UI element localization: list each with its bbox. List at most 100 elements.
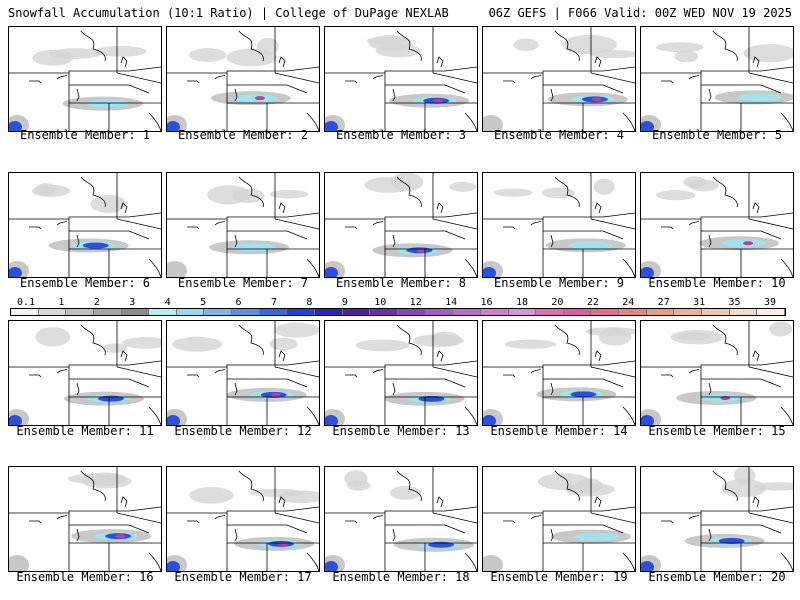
ensemble-member-label: Ensemble Member: 5 bbox=[651, 128, 783, 142]
ensemble-member-label: Ensemble Member: 13 bbox=[332, 424, 470, 438]
model-run-info: 06Z GEFS | F066 Valid: 00Z WED NOV 19 20… bbox=[488, 6, 792, 20]
snowfall-map bbox=[641, 467, 793, 571]
ensemble-map-panel bbox=[8, 172, 162, 278]
colorbar-tick-label: 18 bbox=[515, 297, 529, 308]
colorbar-swatch bbox=[453, 309, 481, 315]
colorbar-tick-label: 8 bbox=[306, 297, 313, 308]
ensemble-member-label: Ensemble Member: 17 bbox=[174, 570, 312, 584]
ensemble-member-label: Ensemble Member: 20 bbox=[648, 570, 786, 584]
colorbar-swatch bbox=[259, 309, 288, 315]
snowfall-map bbox=[167, 173, 319, 277]
snowfall-map bbox=[9, 467, 161, 571]
colorbar-labels: 0.1 1 2 3 4 5 6 7 8 9 10 12 14 16 18 20 22 24 27 31 35 39 bbox=[10, 297, 786, 308]
colorbar-swatch bbox=[93, 309, 122, 315]
colorbar-swatch bbox=[11, 309, 39, 315]
colorbar-tick-label: 5 bbox=[200, 297, 207, 308]
ensemble-map-panel bbox=[482, 172, 636, 278]
ensemble-member-label: Ensemble Member: 8 bbox=[335, 276, 467, 290]
snowfall-map bbox=[641, 321, 793, 425]
colorbar-tick-label: 2 bbox=[93, 297, 100, 308]
ensemble-member-label: Ensemble Member: 2 bbox=[177, 128, 309, 142]
ensemble-map-panel bbox=[640, 320, 794, 426]
colorbar-tick-label: 24 bbox=[622, 297, 635, 308]
ensemble-member-label: Ensemble Member: 11 bbox=[16, 424, 154, 438]
colorbar-tick-label: 39 bbox=[763, 297, 777, 308]
colorbar-tick-label: 7 bbox=[270, 297, 278, 308]
snowfall-map bbox=[483, 321, 635, 425]
ensemble-member-label: Ensemble Member: 6 bbox=[19, 276, 151, 290]
colorbar-tick-label: 4 bbox=[164, 297, 171, 308]
snowfall-map bbox=[641, 173, 793, 277]
ensemble-map-panel bbox=[166, 466, 320, 572]
colorbar-swatch bbox=[619, 309, 647, 315]
ensemble-map-panel bbox=[8, 466, 162, 572]
snowfall-map bbox=[483, 173, 635, 277]
colorbar-swatch bbox=[121, 309, 150, 315]
colorbar-swatch bbox=[315, 309, 343, 315]
ensemble-map-panel bbox=[324, 320, 478, 426]
colorbar-swatch bbox=[536, 309, 564, 315]
colorbar-swatch bbox=[370, 309, 398, 315]
colorbar-swatch bbox=[480, 309, 509, 315]
colorbar-tick-label: 9 bbox=[341, 297, 348, 308]
colorbar-swatch bbox=[729, 309, 758, 315]
ensemble-map-panel bbox=[324, 172, 478, 278]
snowfall-map bbox=[167, 467, 319, 571]
colorbar-tick-label: 27 bbox=[657, 297, 670, 308]
snowfall-map bbox=[325, 173, 477, 277]
ensemble-map-panel bbox=[166, 172, 320, 278]
colorbar-swatch bbox=[176, 309, 205, 315]
snowfall-map bbox=[325, 321, 477, 425]
ensemble-member-label: Ensemble Member: 7 bbox=[177, 276, 309, 290]
ensemble-member-label: Ensemble Member: 4 bbox=[493, 128, 625, 142]
ensemble-map-panel bbox=[640, 172, 794, 278]
snowfall-map bbox=[325, 27, 477, 131]
snowfall-map bbox=[325, 467, 477, 571]
colorbar-swatch bbox=[232, 309, 260, 315]
ensemble-member-label: Ensemble Member: 19 bbox=[490, 570, 628, 584]
colorbar-swatch bbox=[563, 309, 592, 315]
colorbar-tick-label: 6 bbox=[235, 297, 242, 308]
colorbar-tick-label: 12 bbox=[409, 297, 422, 308]
ensemble-member-label: Ensemble Member: 3 bbox=[335, 128, 467, 142]
colorbar-swatch bbox=[342, 309, 371, 315]
ensemble-member-label: Ensemble Member: 12 bbox=[174, 424, 312, 438]
ensemble-map-panel bbox=[482, 26, 636, 132]
colorbar-swatch bbox=[425, 309, 454, 315]
ensemble-map-panel bbox=[482, 320, 636, 426]
colorbar-swatch bbox=[757, 309, 785, 315]
colorbar-swatch bbox=[702, 309, 730, 315]
colorbar-swatch bbox=[66, 309, 94, 315]
colorbar-tick-label: 1 bbox=[58, 297, 65, 308]
snowfall-map bbox=[483, 467, 635, 571]
snowfall-colorbar: 0.1 1 2 3 4 5 6 7 8 9 10 12 14 16 18 20 22 24 27 31 35 39 bbox=[10, 297, 786, 319]
snowfall-map bbox=[9, 321, 161, 425]
ensemble-map-panel bbox=[166, 26, 320, 132]
colorbar-tick-label: 10 bbox=[374, 297, 387, 308]
colorbar-swatch bbox=[508, 309, 537, 315]
snowfall-map bbox=[167, 27, 319, 131]
snowfall-map bbox=[641, 27, 793, 131]
snowfall-map bbox=[167, 321, 319, 425]
snowfall-map bbox=[9, 173, 161, 277]
ensemble-member-label: Ensemble Member: 16 bbox=[16, 570, 154, 584]
ensemble-member-label: Ensemble Member: 15 bbox=[648, 424, 786, 438]
ensemble-member-label: Ensemble Member: 1 bbox=[19, 128, 151, 142]
ensemble-map-panel bbox=[8, 320, 162, 426]
colorbar-swatch bbox=[646, 309, 675, 315]
colorbar-swatch bbox=[287, 309, 316, 315]
colorbar-swatch bbox=[38, 309, 67, 315]
snowfall-map bbox=[9, 27, 161, 131]
colorbar-tick-label: 3 bbox=[129, 297, 136, 308]
colorbar-tick-label: 31 bbox=[693, 297, 706, 308]
colorbar-swatch bbox=[149, 309, 177, 315]
ensemble-map-panel bbox=[8, 26, 162, 132]
colorbar-tick-label: 20 bbox=[551, 297, 564, 308]
ensemble-member-label: Ensemble Member: 9 bbox=[493, 276, 625, 290]
colorbar-swatch bbox=[397, 309, 426, 315]
ensemble-member-label: Ensemble Member: 18 bbox=[332, 570, 470, 584]
colorbar-swatch bbox=[591, 309, 620, 315]
map-title: Snowfall Accumulation (10:1 Ratio) | Col… bbox=[8, 6, 449, 20]
colorbar-swatch bbox=[204, 309, 233, 315]
colorbar-tick-label: 22 bbox=[586, 297, 599, 308]
